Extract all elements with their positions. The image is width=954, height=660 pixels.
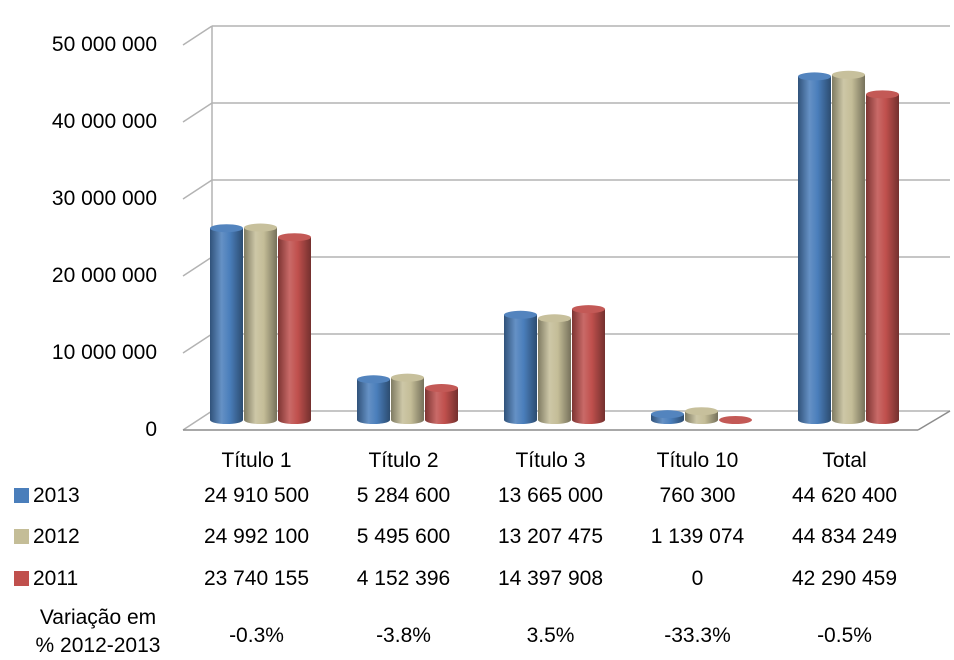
x-tick-label: Título 1	[221, 449, 291, 472]
x-tick-label: Título 3	[515, 449, 585, 472]
y-axis: 0 10 000 000 20 000 000 30 000 000 40 000 00…	[52, 33, 157, 441]
floor-right-edge	[917, 410, 951, 431]
table-cell: -3.8%	[376, 624, 431, 647]
bar	[504, 310, 537, 424]
table-cell: 3.5%	[527, 624, 575, 647]
bar	[719, 416, 752, 424]
bar	[832, 70, 865, 424]
bar	[685, 407, 718, 424]
y-tick-label: 0	[145, 418, 157, 441]
table-cell: 5 284 600	[357, 484, 450, 507]
x-tick-label: Total	[822, 449, 866, 472]
table-cell: -0.5%	[817, 624, 872, 647]
table-cell: 13 665 000	[498, 484, 603, 507]
legend-label: 2012	[33, 525, 80, 548]
legend-label: 2013	[33, 484, 80, 507]
gridline-side	[182, 333, 213, 354]
y-tick-label: 10 000 000	[52, 341, 157, 364]
x-tick-label: Título 2	[368, 449, 438, 472]
legend-swatch	[14, 488, 29, 503]
bar	[866, 90, 899, 424]
table-cell: 14 397 908	[498, 567, 603, 590]
x-tick-label: Título 10	[657, 449, 739, 472]
table-cell: 44 620 400	[792, 484, 897, 507]
bar	[572, 305, 605, 424]
gridline-side	[182, 179, 213, 200]
gridline-side	[182, 102, 213, 123]
bar	[210, 224, 243, 424]
table-cell: 23 740 155	[204, 567, 309, 590]
table-cell: 24 910 500	[204, 484, 309, 507]
y-tick-label: 40 000 000	[52, 110, 157, 133]
table-cell: 0	[692, 567, 704, 590]
y-tick-label: 30 000 000	[52, 187, 157, 210]
table-cell: 42 290 459	[792, 567, 897, 590]
bar	[798, 72, 831, 424]
bar	[538, 314, 571, 424]
gridline-side	[182, 256, 213, 277]
x-axis: Título 1 Título 2 Título 3 Título 10 Total	[221, 449, 866, 472]
table-cell: 13 207 475	[498, 525, 603, 548]
legend-swatch	[14, 529, 29, 544]
legend-swatch	[14, 571, 29, 586]
bar	[651, 410, 684, 424]
gridline-side	[182, 410, 213, 431]
bars	[210, 70, 899, 424]
bar	[278, 233, 311, 424]
table-cell: -0.3%	[229, 624, 284, 647]
bar	[357, 375, 390, 424]
legend-label: 2011	[33, 567, 78, 590]
row-label: % 2012-2013	[36, 634, 161, 657]
y-tick-label: 20 000 000	[52, 264, 157, 287]
gridline-side	[182, 25, 213, 46]
table-cell: 1 139 074	[651, 525, 745, 548]
y-tick-label: 50 000 000	[52, 33, 157, 56]
bar	[425, 384, 458, 424]
table-cell: -33.3%	[664, 624, 731, 647]
bar	[391, 373, 424, 424]
table-cell: 44 834 249	[792, 525, 897, 548]
table-cell: 5 495 600	[357, 525, 450, 548]
table-cell: 24 992 100	[204, 525, 309, 548]
row-label: Variação em	[40, 606, 156, 629]
table-cell: 760 300	[660, 484, 736, 507]
data-table: 2013 24 910 500 5 284 600 13 665 000 760 300…	[14, 484, 897, 657]
bar	[244, 223, 277, 424]
table-cell: 4 152 396	[357, 567, 450, 590]
